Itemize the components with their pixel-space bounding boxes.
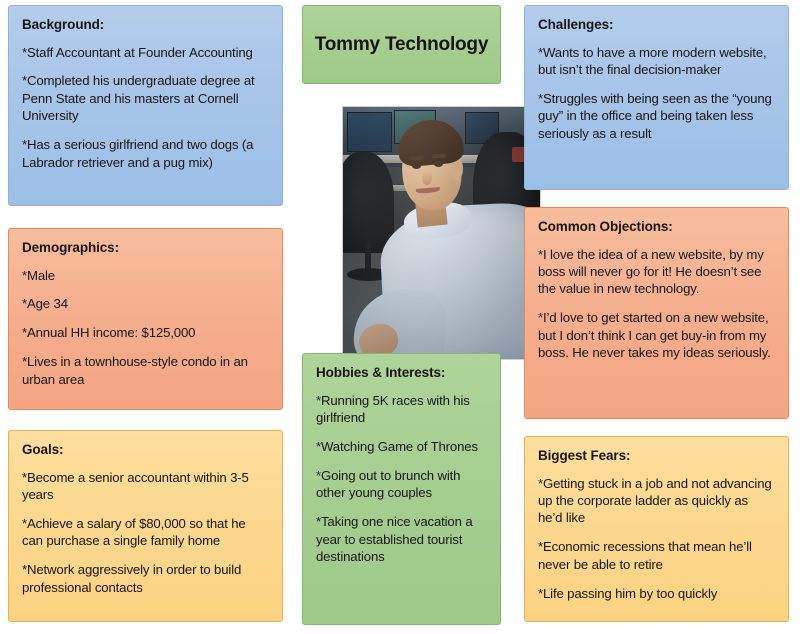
card-common-objections: Common Objections: *I love the idea of a… xyxy=(524,207,789,419)
card-demographics-bullets: *Male *Age 34 *Annual HH income: $125,00… xyxy=(22,267,269,389)
card-background: Background: *Staff Accountant at Founder… xyxy=(8,5,283,206)
card-hobbies-bullets: *Running 5K races with his girlfriend *W… xyxy=(316,392,487,566)
card-common-objections-title: Common Objections: xyxy=(538,219,673,234)
list-item: *Life passing him by too quickly xyxy=(538,585,718,601)
list-item: *I love the idea of a new website, by my… xyxy=(538,246,764,297)
card-hobbies-title: Hobbies & Interests: xyxy=(316,365,446,380)
list-item: *Staff Accountant at Founder Accounting xyxy=(22,44,253,60)
card-challenges: Challenges: *Wants to have a more modern… xyxy=(524,5,789,190)
photo-chair-left-stem xyxy=(364,243,371,276)
list-item: *Taking one nice vacation a year to esta… xyxy=(316,514,473,564)
photo-office-chair-left xyxy=(343,152,395,254)
photo-person-eyebrow-right xyxy=(431,153,446,159)
list-item: *Getting stuck in a job and not advancin… xyxy=(538,475,772,526)
list-item: *Annual HH income: $125,000 xyxy=(22,325,196,341)
list-item: *Become a senior accountant within 3-5 y… xyxy=(22,469,249,502)
card-background-title: Background: xyxy=(22,17,105,32)
list-item: *I’d love to get started on a new websit… xyxy=(538,310,771,361)
list-item: *Male xyxy=(22,267,55,283)
list-item: *Lives in a townhouse-style condo in an … xyxy=(22,354,248,387)
card-demographics: Demographics: *Male *Age 34 *Annual HH i… xyxy=(8,228,283,410)
list-item: *Age 34 xyxy=(22,296,68,312)
card-biggest-fears-bullets: *Getting stuck in a job and not advancin… xyxy=(538,475,775,603)
page-title: Tommy Technology xyxy=(314,33,489,55)
persona-photo xyxy=(342,106,541,360)
card-goals: Goals: *Become a senior accountant withi… xyxy=(8,430,283,622)
card-hobbies: Hobbies & Interests: *Running 5K races w… xyxy=(302,353,501,625)
card-challenges-title: Challenges: xyxy=(538,17,614,32)
card-demographics-title: Demographics: xyxy=(22,240,119,255)
card-biggest-fears-title: Biggest Fears: xyxy=(538,448,631,463)
list-item: *Watching Game of Thrones xyxy=(316,438,478,454)
list-item: *Economic recessions that mean he’ll nev… xyxy=(538,539,752,572)
photo-person-eye-left xyxy=(411,163,421,170)
card-goals-title: Goals: xyxy=(22,442,64,457)
list-item: *Wants to have a more modern website, bu… xyxy=(538,44,767,77)
photo-chair-left-base xyxy=(346,268,391,281)
list-item: *Struggles with being seen as the “young… xyxy=(538,90,772,141)
photo-person-nose xyxy=(421,171,432,185)
photo-monitor-left xyxy=(346,112,393,152)
list-item: *Has a serious girlfriend and two dogs (… xyxy=(22,137,254,170)
card-goals-bullets: *Become a senior accountant within 3-5 y… xyxy=(22,469,269,597)
card-common-objections-bullets: *I love the idea of a new website, by my… xyxy=(538,246,775,362)
card-biggest-fears: Biggest Fears: *Getting stuck in a job a… xyxy=(524,436,789,622)
photo-person-eye-right xyxy=(433,161,443,168)
card-background-bullets: *Staff Accountant at Founder Accounting … xyxy=(22,44,269,172)
list-item: *Achieve a salary of $80,000 so that he … xyxy=(22,515,246,549)
list-item: *Network aggressively in order to build … xyxy=(22,562,242,595)
list-item: *Completed his undergraduate degree at P… xyxy=(22,73,255,124)
photo-person-ear xyxy=(451,157,464,181)
list-item: *Running 5K races with his girlfriend xyxy=(316,392,470,425)
card-challenges-bullets: *Wants to have a more modern website, bu… xyxy=(538,44,775,143)
photo-background-object xyxy=(512,147,527,163)
list-item: *Going out to brunch with other young co… xyxy=(316,467,461,501)
persona-name-box: Tommy Technology xyxy=(302,5,501,84)
